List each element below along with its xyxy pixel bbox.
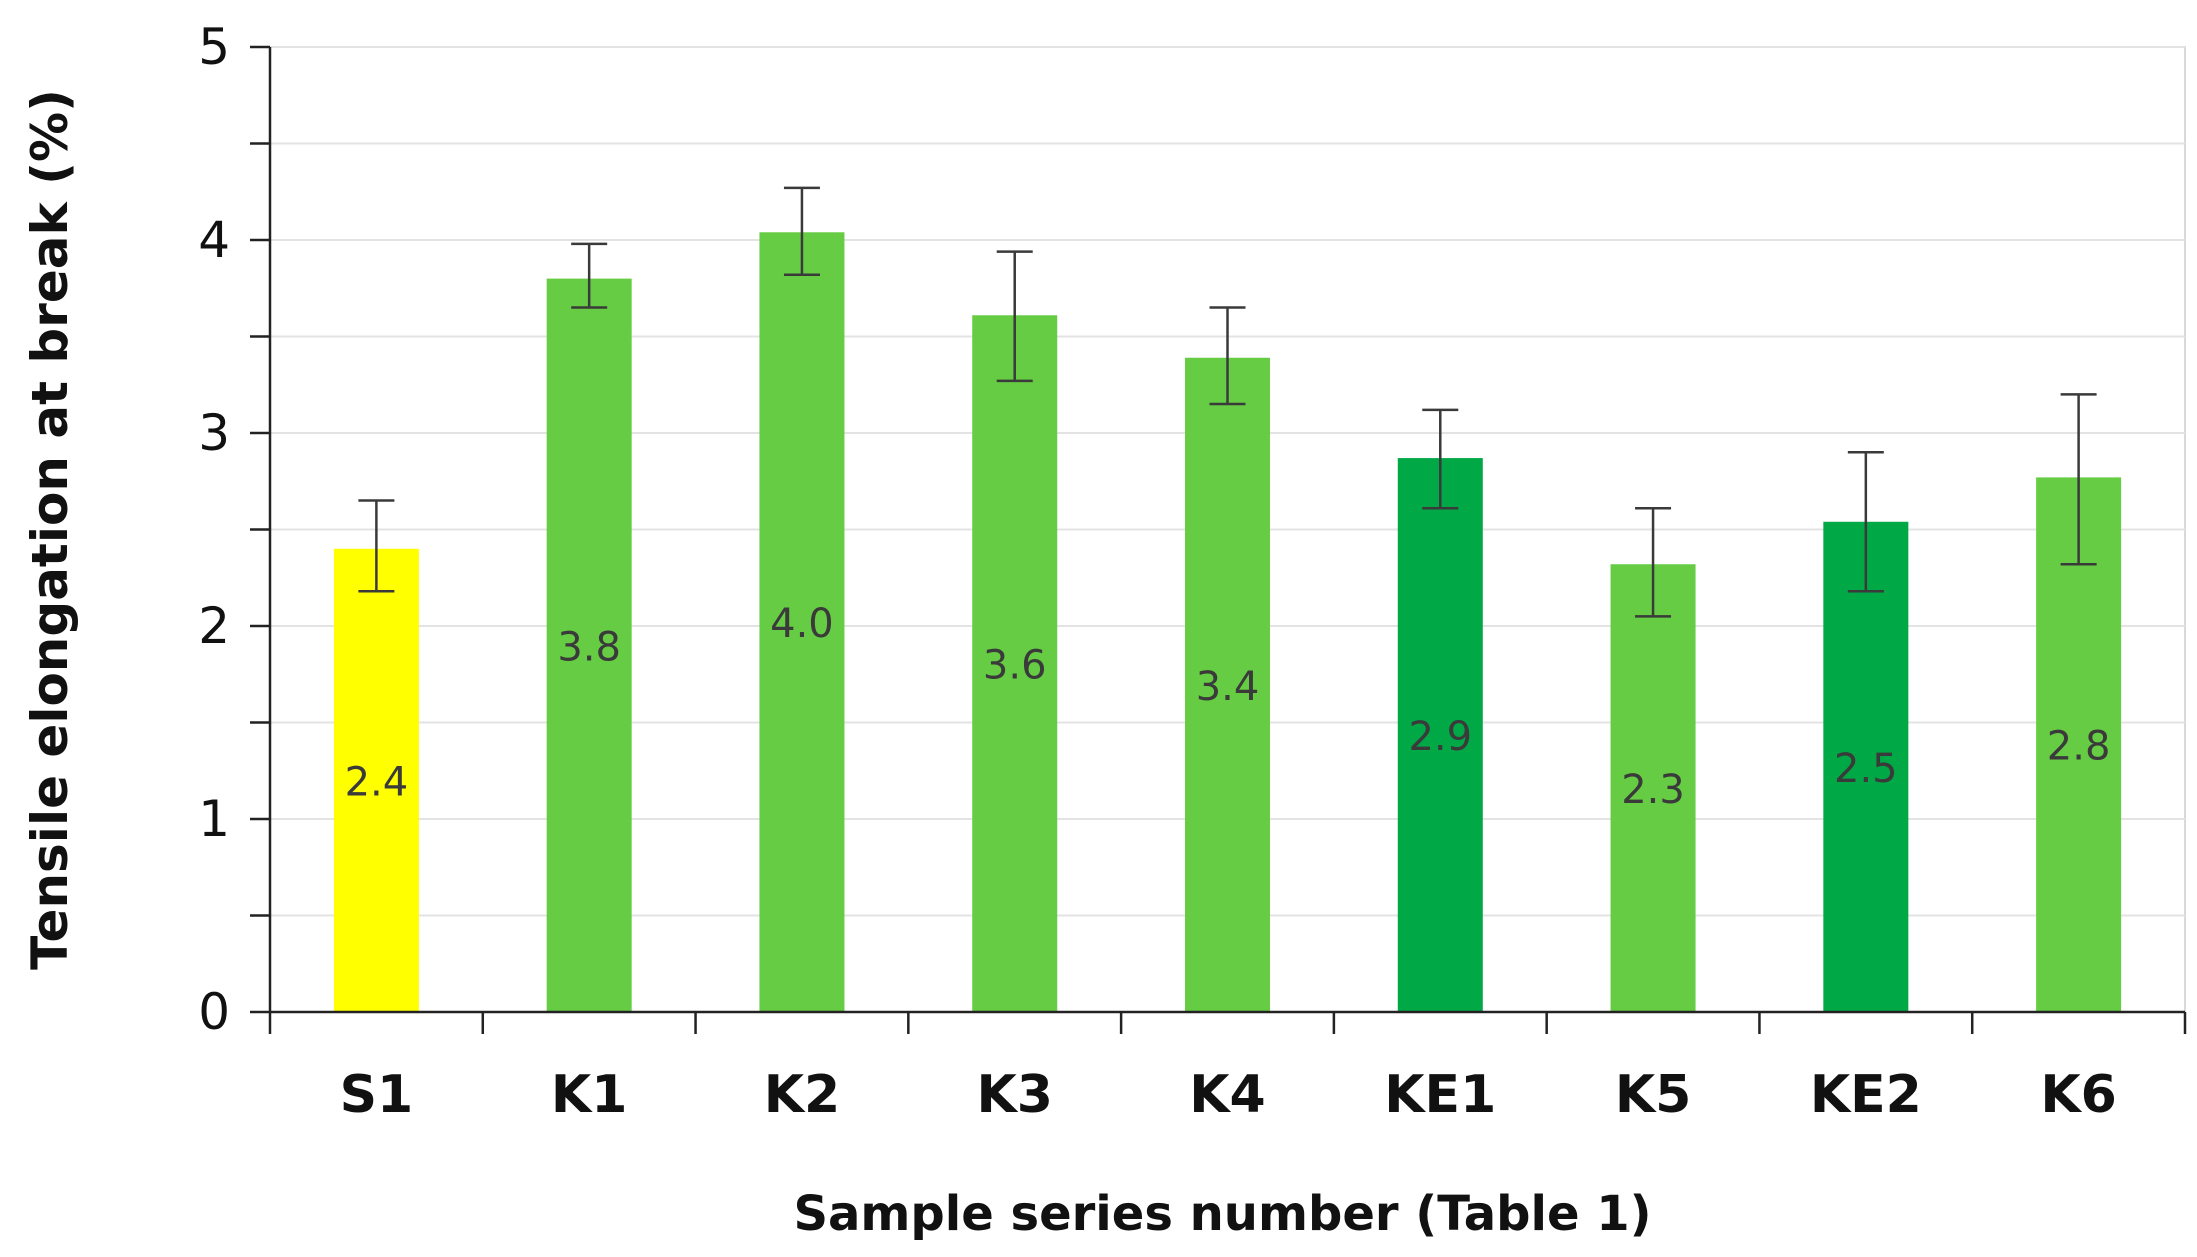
data-label-k6: 2.8 [2047, 724, 2111, 770]
category-label-k3: K3 [976, 1065, 1052, 1125]
data-label-k3: 3.6 [983, 643, 1047, 689]
category-label-k5: K5 [1615, 1065, 1691, 1125]
category-label-s1: S1 [340, 1065, 414, 1125]
category-label-k6: K6 [2040, 1065, 2116, 1125]
y-axis-title: Tensile elongation at break (%) [21, 89, 79, 970]
x-axis-title: Sample series number (Table 1) [793, 1186, 1651, 1242]
y-tick-label: 4 [198, 211, 230, 269]
data-label-k2: 4.0 [770, 601, 834, 647]
category-label-ke2: KE2 [1810, 1065, 1922, 1125]
bar-ke1 [1397, 458, 1483, 1013]
category-label-ke1: KE1 [1384, 1065, 1496, 1125]
data-label-ke1: 2.9 [1408, 714, 1472, 760]
y-tick-label: 2 [198, 597, 230, 655]
category-label-k4: K4 [1189, 1065, 1265, 1125]
y-tick-label: 0 [198, 983, 230, 1041]
category-label-k2: K2 [764, 1065, 840, 1125]
labels: 0 1 2 3 4 5 2.4 S1 3.8 K1 4.0 K2 3.6 K3 3.4 K4 2.9 KE1 2.3… [198, 18, 2117, 1125]
y-tick-label: 3 [198, 404, 230, 462]
data-label-ke2: 2.5 [1834, 746, 1898, 792]
bars [333, 232, 2122, 1013]
bar-k4 [1185, 357, 1270, 1013]
bar-k2 [759, 232, 845, 1012]
axes [250, 45, 2187, 1034]
error-bars [358, 186, 2097, 618]
y-tick-label: 1 [198, 790, 230, 848]
bar-ke2 [1823, 521, 1909, 1012]
data-label-k5: 2.3 [1621, 767, 1685, 813]
bar-k6 [2036, 477, 2122, 1012]
category-label-k1: K1 [551, 1065, 627, 1125]
data-label-k4: 3.4 [1196, 664, 1260, 710]
bar-k5 [1610, 564, 1696, 1012]
data-label-s1: 2.4 [345, 759, 409, 805]
bar-k3 [972, 315, 1058, 1012]
bar-k1 [546, 278, 632, 1013]
y-tick-label: 5 [198, 18, 230, 76]
bar-s1 [333, 548, 419, 1012]
data-label-k1: 3.8 [557, 624, 621, 670]
